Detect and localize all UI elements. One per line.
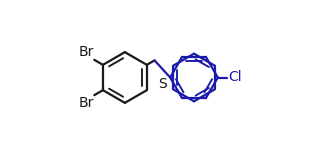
Text: S: S — [158, 77, 167, 91]
Text: Cl: Cl — [228, 71, 241, 84]
Text: Br: Br — [78, 96, 94, 110]
Text: Br: Br — [78, 45, 94, 59]
